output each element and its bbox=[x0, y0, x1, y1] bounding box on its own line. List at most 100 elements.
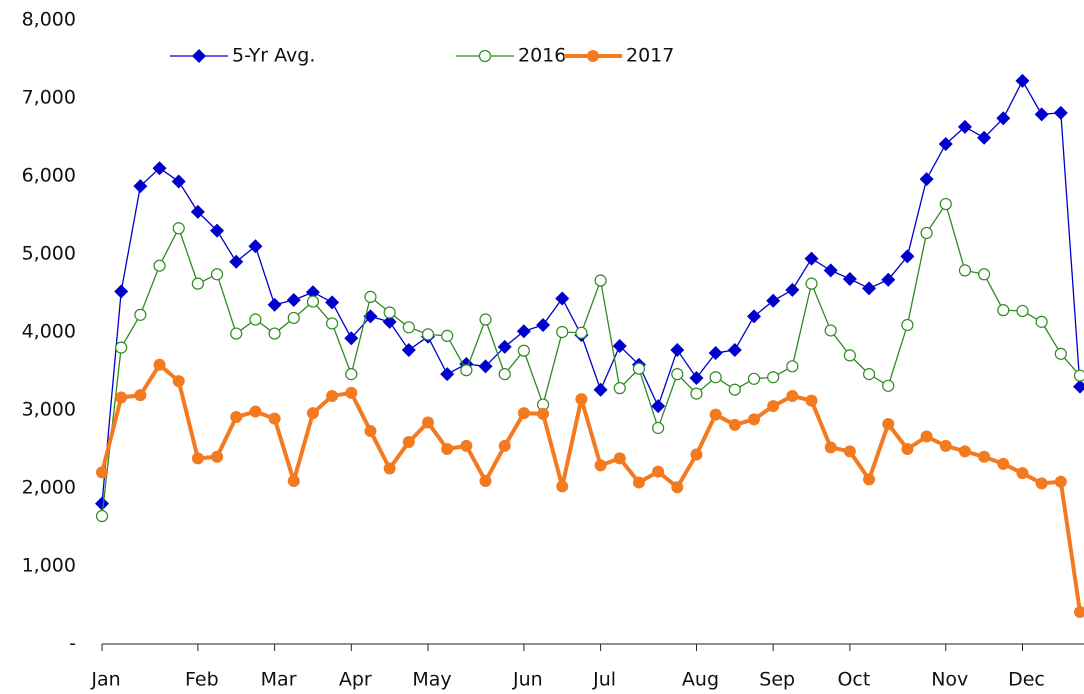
data-point bbox=[805, 277, 818, 290]
data-point bbox=[920, 430, 933, 443]
data-point bbox=[497, 339, 512, 354]
data-point bbox=[517, 344, 530, 357]
data-point bbox=[939, 197, 952, 211]
series-line bbox=[100, 362, 1082, 613]
data-point bbox=[957, 119, 972, 134]
data-point bbox=[977, 130, 992, 145]
data-point bbox=[96, 466, 108, 479]
data-point bbox=[1015, 73, 1030, 88]
data-point bbox=[1035, 477, 1048, 490]
y-tick-label: 1,000 bbox=[22, 555, 76, 577]
y-tick-label: 6,000 bbox=[22, 165, 76, 187]
data-point bbox=[422, 416, 434, 429]
data-point bbox=[172, 222, 185, 235]
data-point bbox=[996, 111, 1011, 126]
data-point bbox=[748, 413, 760, 426]
data-point bbox=[901, 318, 914, 332]
x-tick-label: Feb bbox=[185, 669, 219, 691]
x-tick-label: Nov bbox=[931, 669, 968, 691]
data-point bbox=[709, 408, 722, 421]
data-point bbox=[613, 452, 626, 465]
data-point bbox=[919, 172, 934, 187]
data-point bbox=[728, 418, 741, 431]
data-point bbox=[747, 372, 761, 385]
data-point bbox=[671, 368, 684, 381]
legend-marker bbox=[478, 49, 492, 63]
data-point bbox=[190, 204, 205, 219]
data-point bbox=[134, 308, 147, 321]
data-point bbox=[479, 313, 492, 326]
data-point bbox=[210, 223, 225, 238]
data-point bbox=[1016, 304, 1029, 318]
data-point bbox=[1054, 347, 1067, 360]
data-point bbox=[958, 445, 971, 458]
data-point bbox=[1073, 369, 1084, 382]
data-point bbox=[402, 435, 415, 448]
legend-label: 5-Yr Avg. bbox=[232, 45, 315, 67]
data-point bbox=[210, 268, 224, 281]
data-point bbox=[383, 462, 396, 475]
data-point bbox=[191, 277, 204, 290]
data-point bbox=[881, 272, 896, 287]
data-point bbox=[593, 382, 608, 397]
data-point bbox=[133, 179, 148, 194]
data-point bbox=[441, 329, 454, 342]
data-point bbox=[249, 313, 262, 326]
data-point bbox=[402, 321, 415, 334]
x-tick-label: May bbox=[412, 669, 451, 691]
data-point bbox=[326, 317, 339, 330]
data-point bbox=[556, 480, 569, 493]
data-point bbox=[325, 295, 340, 310]
data-point bbox=[401, 342, 416, 357]
x-tick-label: Apr bbox=[339, 669, 372, 691]
data-point bbox=[267, 297, 282, 312]
data-point bbox=[115, 341, 128, 354]
data-point bbox=[268, 327, 281, 340]
data-point bbox=[479, 474, 492, 487]
data-point bbox=[344, 331, 359, 346]
data-point bbox=[785, 282, 800, 297]
data-point bbox=[306, 295, 320, 308]
data-point bbox=[1053, 105, 1068, 120]
x-tick-label: Sep bbox=[759, 669, 795, 691]
data-point bbox=[843, 445, 856, 458]
data-point bbox=[191, 452, 204, 465]
data-point bbox=[211, 450, 224, 463]
x-tick-label: Jun bbox=[512, 669, 543, 691]
data-point bbox=[1016, 467, 1029, 480]
data-point bbox=[824, 324, 837, 337]
data-point bbox=[594, 274, 607, 287]
legend-label: 2017 bbox=[626, 45, 674, 67]
data-point bbox=[1074, 606, 1084, 619]
data-point bbox=[364, 425, 377, 438]
data-point bbox=[286, 293, 301, 308]
data-point bbox=[556, 325, 569, 339]
data-point bbox=[441, 443, 454, 455]
y-tick-label: 3,000 bbox=[22, 399, 76, 421]
data-point bbox=[498, 368, 511, 381]
data-point bbox=[786, 389, 799, 402]
data-point bbox=[689, 371, 704, 386]
data-point bbox=[652, 465, 665, 478]
legend-label: 2016 bbox=[518, 45, 566, 67]
legend-marker bbox=[192, 49, 206, 63]
data-point bbox=[575, 326, 588, 339]
data-point bbox=[305, 285, 320, 300]
data-point bbox=[939, 439, 952, 452]
data-point bbox=[555, 291, 570, 306]
data-point bbox=[1073, 379, 1084, 394]
data-point bbox=[345, 386, 358, 399]
data-point bbox=[95, 509, 109, 523]
data-point bbox=[767, 371, 780, 384]
data-point bbox=[1035, 315, 1048, 328]
x-tick-label: Jan bbox=[90, 669, 120, 691]
data-point bbox=[575, 393, 588, 406]
data-point bbox=[287, 311, 300, 325]
data-point bbox=[632, 476, 645, 489]
data-point bbox=[152, 161, 167, 176]
data-point bbox=[804, 251, 819, 266]
data-point bbox=[364, 290, 377, 303]
data-point bbox=[421, 328, 435, 341]
x-tick-label: Mar bbox=[261, 669, 297, 691]
